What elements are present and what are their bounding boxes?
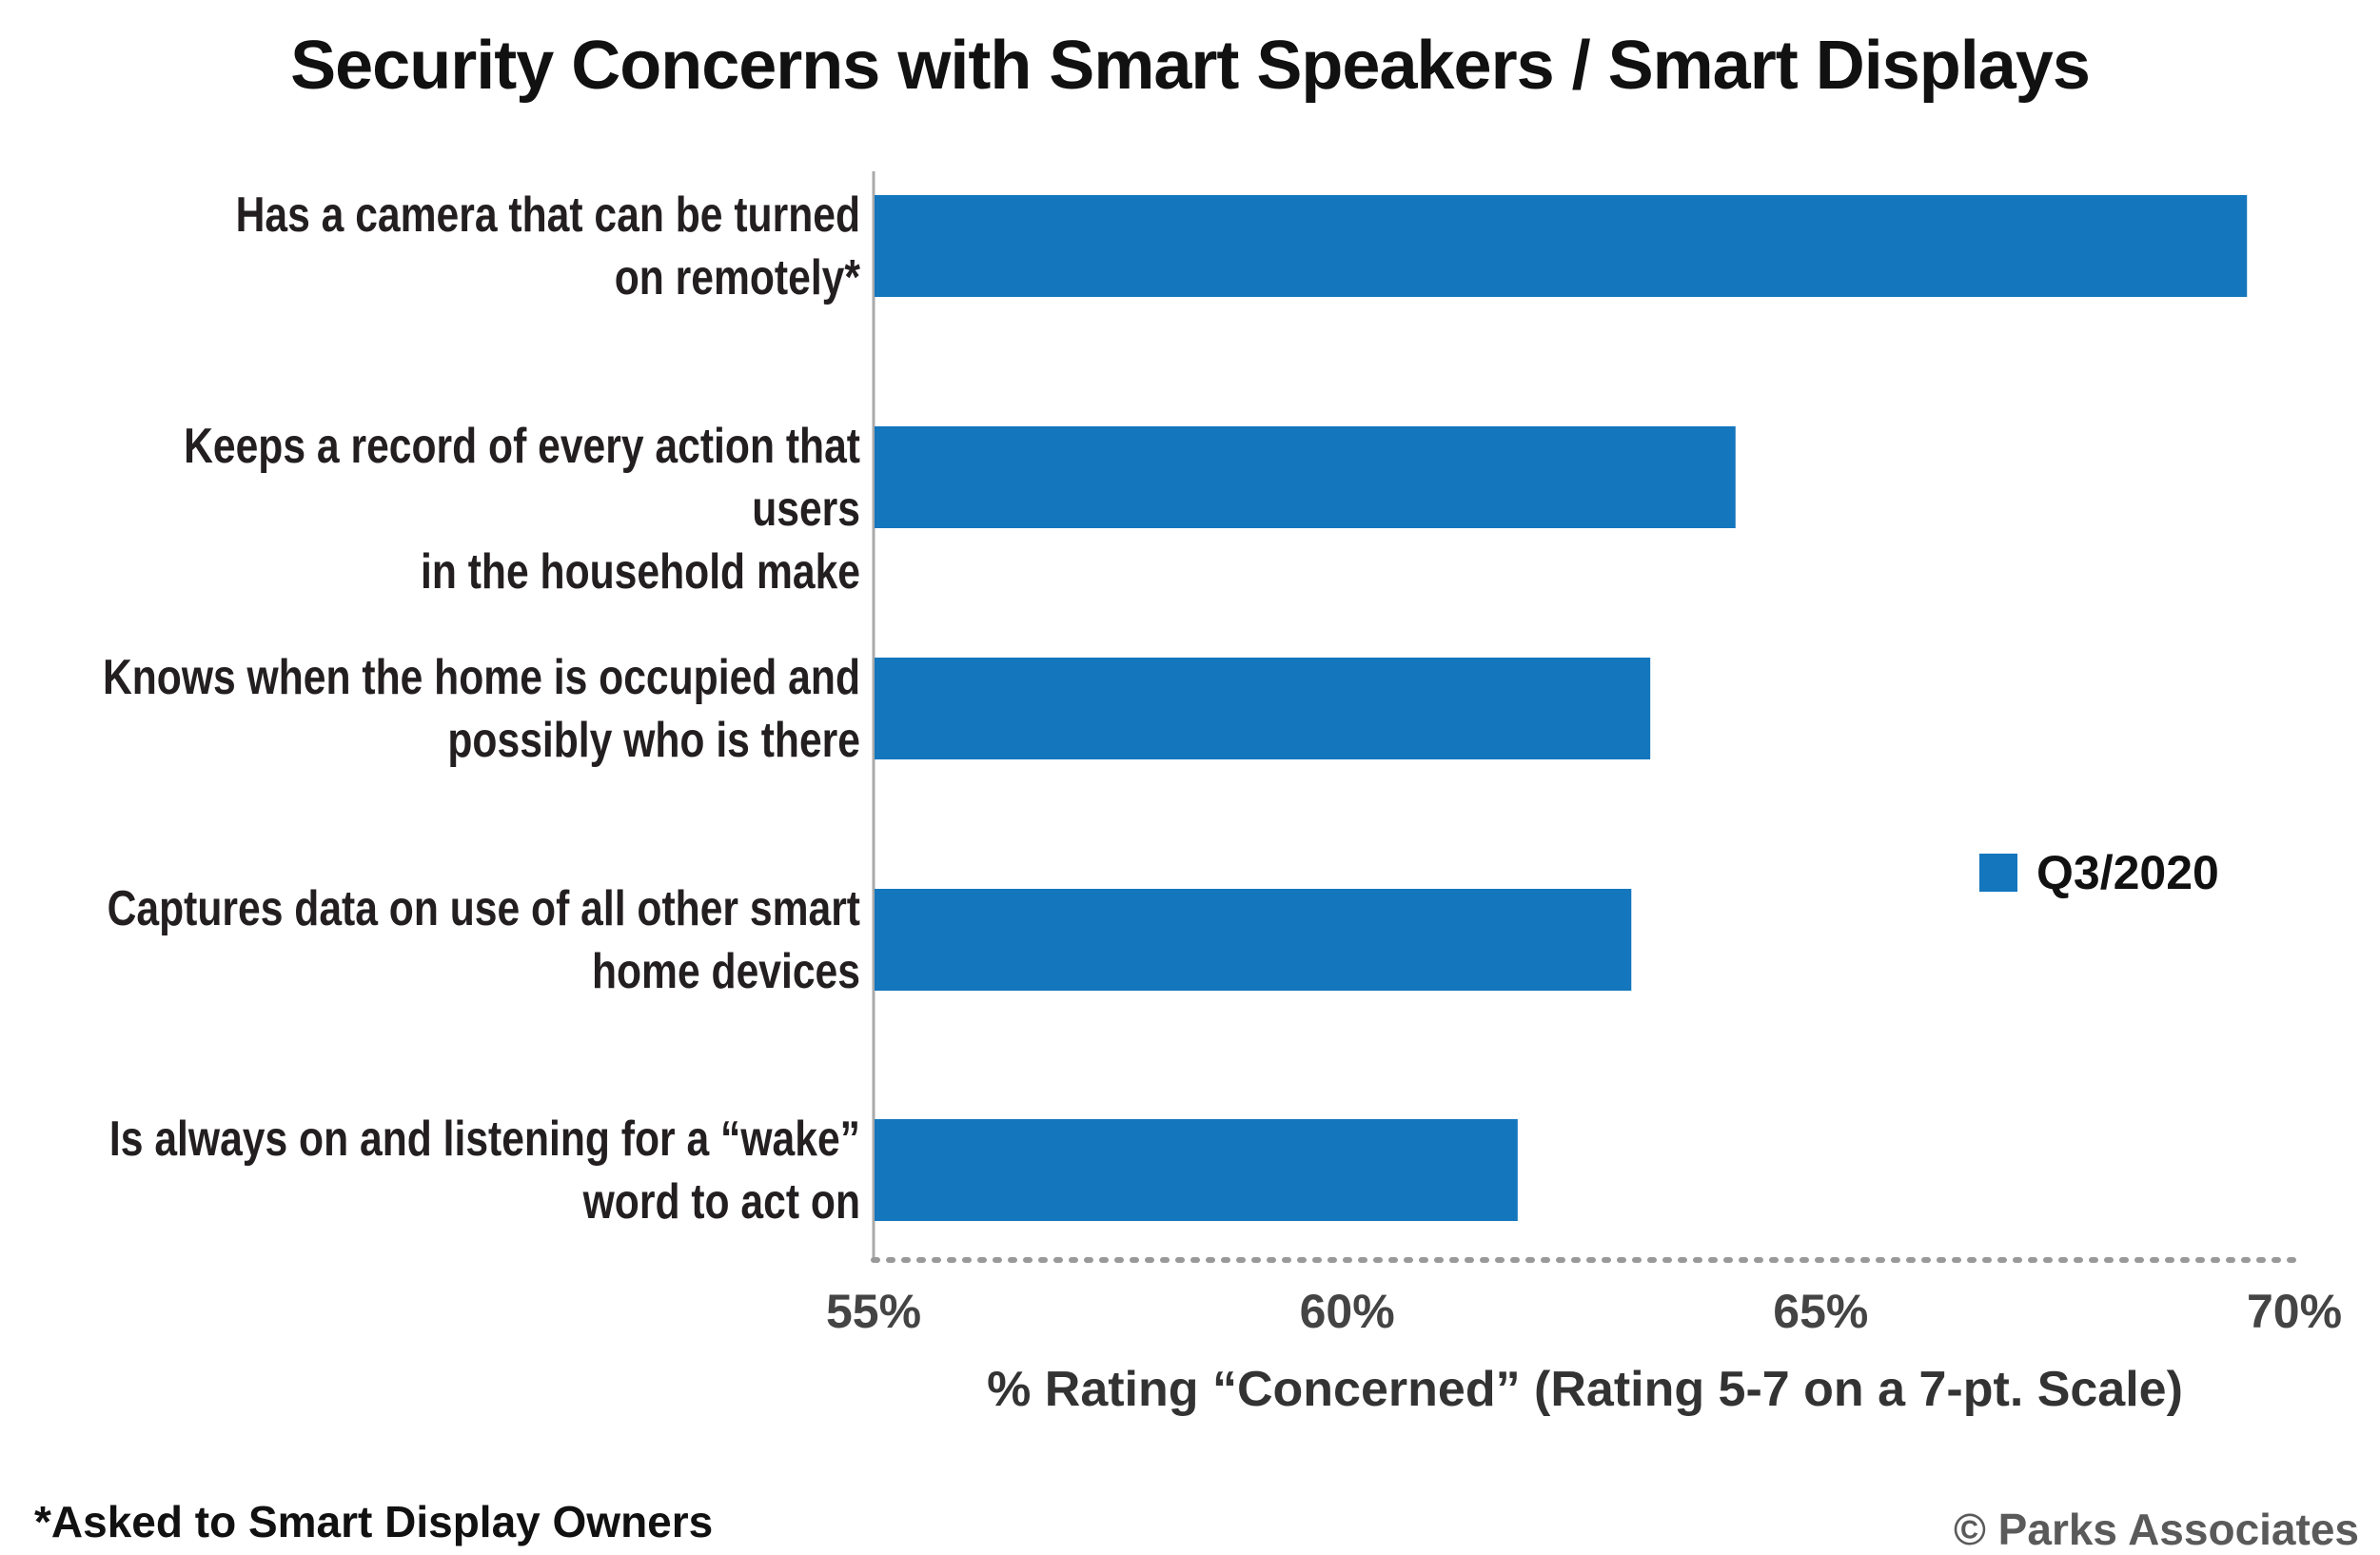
legend-swatch	[1979, 854, 2017, 892]
category-label-line: Is always on and listening for a “wake”	[108, 1111, 860, 1167]
category-label-line: word to act on	[582, 1173, 860, 1230]
category-label-line: home devices	[591, 943, 860, 999]
category-label: Keeps a record of every action that user…	[80, 415, 860, 603]
category-label: Is always on and listening for a “wake” w…	[80, 1108, 860, 1233]
category-label-line: possibly who is there	[447, 712, 860, 768]
footnote: *Asked to Smart Display Owners	[34, 1497, 714, 1546]
legend: Q3/2020	[1979, 845, 2219, 900]
copyright: © Parks Associates	[1954, 1505, 2359, 1554]
x-axis-title: % Rating “Concerned” (Rating 5-7 on a 7-…	[987, 1362, 2183, 1417]
x-tick-label: 60%	[1300, 1285, 1395, 1338]
x-tick-label: 55%	[826, 1285, 921, 1338]
category-label: Captures data on use of all other smart h…	[80, 877, 860, 1003]
bar	[875, 889, 1632, 991]
category-label: Knows when the home is occupied and possi…	[80, 646, 860, 772]
bar	[875, 658, 1651, 759]
chart-title: Security Concerns with Smart Speakers / …	[290, 28, 2091, 104]
category-label-line: in the household make	[420, 543, 860, 600]
category-label-line: Keeps a record of every action that user…	[184, 418, 860, 537]
bar	[875, 1119, 1518, 1221]
legend-label: Q3/2020	[2036, 846, 2219, 899]
bar	[875, 195, 2248, 297]
x-tick-label: 70%	[2247, 1285, 2342, 1338]
category-label-line: Knows when the home is occupied and	[102, 649, 861, 705]
category-label-line: on remotely*	[614, 249, 860, 305]
category-label-line: Has a camera that can be turned	[235, 187, 861, 243]
category-label: Has a camera that can be turned on remote…	[80, 184, 860, 309]
category-label-line: Captures data on use of all other smart	[107, 880, 861, 936]
x-tick-label: 65%	[1773, 1285, 1868, 1338]
bar	[875, 426, 1736, 528]
